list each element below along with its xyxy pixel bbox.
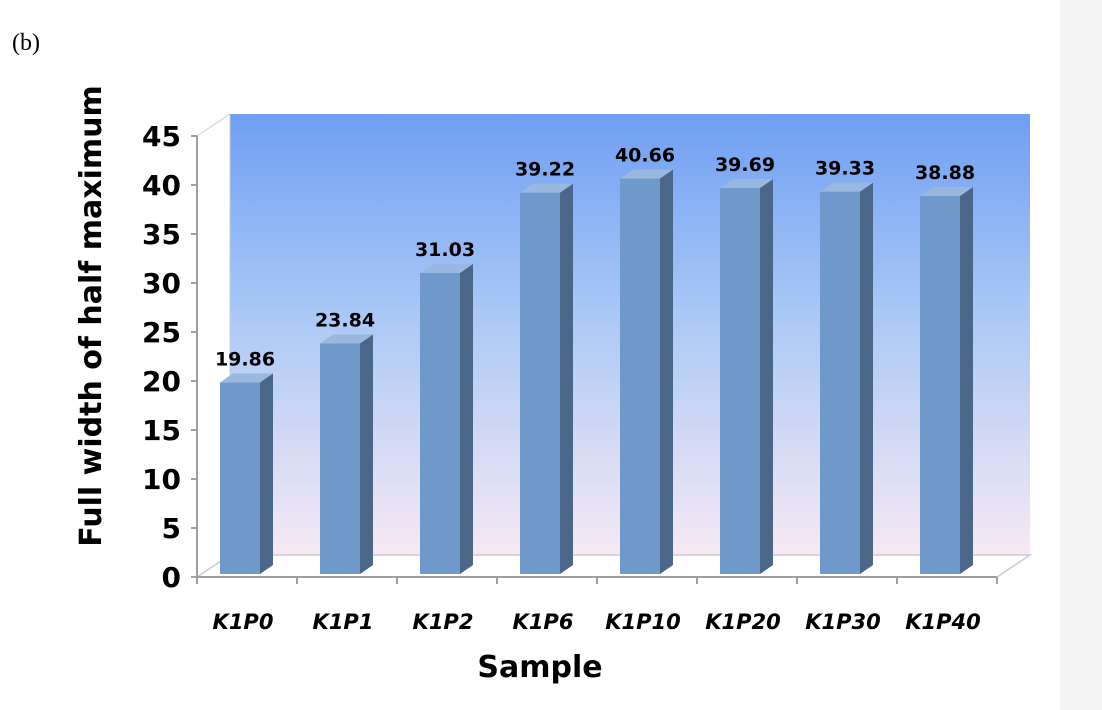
bar-K1P0 bbox=[220, 373, 273, 574]
bar-K1P20 bbox=[720, 179, 773, 574]
bar-side bbox=[360, 334, 373, 574]
y-tick-label: 15 bbox=[142, 414, 181, 447]
bar-front bbox=[820, 191, 860, 575]
bar-top bbox=[720, 179, 773, 189]
bar-top bbox=[320, 334, 373, 344]
bar-top bbox=[520, 183, 573, 193]
bar-K1P6 bbox=[520, 183, 573, 575]
y-tick-label: 20 bbox=[142, 365, 181, 398]
bar-K1P10 bbox=[620, 169, 673, 575]
bar-side bbox=[660, 169, 673, 575]
value-label: 39.69 bbox=[715, 154, 775, 176]
page-margin-strip bbox=[1060, 0, 1102, 710]
value-label: 40.66 bbox=[615, 145, 675, 167]
bar-K1P40 bbox=[920, 186, 973, 574]
bar-top bbox=[420, 263, 473, 273]
y-tick-label: 10 bbox=[142, 463, 181, 496]
bar-top bbox=[220, 373, 273, 383]
value-label: 39.22 bbox=[515, 159, 575, 181]
y-tick-label: 25 bbox=[142, 316, 181, 349]
bar-front bbox=[720, 188, 760, 574]
category-label: K1P2 bbox=[413, 610, 474, 634]
value-labels: 19.86 23.84 31.03 39.22 40.66 39.69 39.33 38.88 bbox=[215, 145, 975, 371]
y-tick-label: 0 bbox=[162, 561, 181, 594]
value-label: 38.88 bbox=[915, 162, 975, 184]
bar-K1P2 bbox=[420, 263, 473, 574]
bar-side bbox=[560, 183, 573, 575]
category-label: K1P6 bbox=[513, 610, 574, 634]
category-label: K1P30 bbox=[805, 610, 881, 634]
value-label: 31.03 bbox=[415, 239, 475, 261]
bar-front bbox=[620, 178, 660, 575]
y-tick-label: 40 bbox=[142, 169, 181, 202]
x-axis-title: Sample bbox=[477, 650, 602, 685]
bar-front bbox=[320, 343, 360, 574]
y-axis-title: Full width of half maximum bbox=[74, 85, 109, 546]
category-label: K1P1 bbox=[313, 610, 374, 634]
y-axis-ticks: 0 5 10 15 20 25 30 35 40 45 bbox=[142, 120, 197, 594]
bar-top bbox=[920, 186, 973, 196]
bar-top bbox=[620, 169, 673, 179]
y-tick-label: 35 bbox=[142, 218, 181, 251]
category-label: K1P10 bbox=[605, 610, 681, 634]
bar-K1P1 bbox=[320, 334, 373, 574]
bar-front bbox=[920, 195, 960, 574]
x-axis-ticks bbox=[196, 577, 998, 584]
bar-front bbox=[420, 272, 460, 574]
category-label: K1P20 bbox=[705, 610, 781, 634]
bar-side bbox=[460, 263, 473, 574]
panel-label: (b) bbox=[12, 30, 40, 56]
category-label: K1P40 bbox=[905, 610, 981, 634]
bar-side bbox=[860, 182, 873, 575]
value-label: 39.33 bbox=[815, 158, 875, 180]
category-labels: K1P0 K1P1 K1P2 K1P6 K1P10 K1P20 K1P30 K1P40 bbox=[213, 610, 981, 634]
bar-top bbox=[820, 182, 873, 192]
bar-side bbox=[960, 186, 973, 574]
y-tick-label: 5 bbox=[162, 512, 181, 545]
bar-side bbox=[260, 373, 273, 574]
bar-series bbox=[220, 169, 973, 575]
bar-side bbox=[760, 179, 773, 574]
bar-front bbox=[220, 382, 260, 574]
category-label: K1P0 bbox=[213, 610, 274, 634]
value-label: 23.84 bbox=[315, 309, 375, 331]
y-tick-label: 30 bbox=[142, 267, 181, 300]
value-label: 19.86 bbox=[215, 348, 275, 370]
bar-K1P30 bbox=[820, 182, 873, 575]
bar-front bbox=[520, 192, 560, 575]
y-tick-label: 45 bbox=[142, 120, 181, 153]
